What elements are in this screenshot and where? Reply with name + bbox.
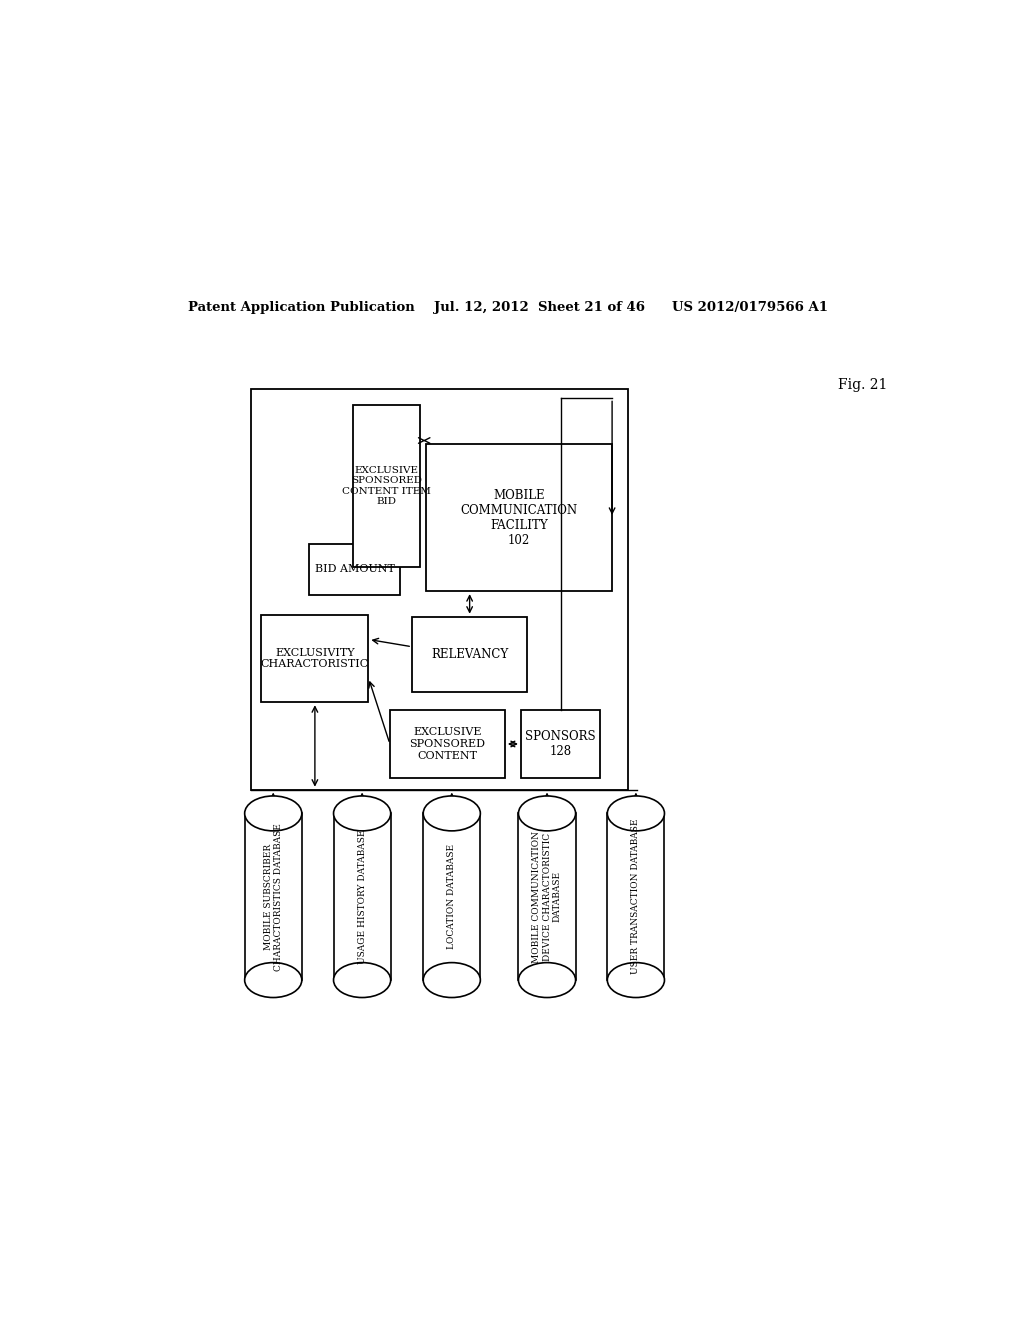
Text: Fig. 21: Fig. 21 [839,378,888,392]
Text: US 2012/0179566 A1: US 2012/0179566 A1 [672,301,827,314]
Text: EXCLUSIVE
SPONSORED
CONTENT ITEM
BID: EXCLUSIVE SPONSORED CONTENT ITEM BID [342,466,431,506]
Bar [426,445,612,591]
Text: Jul. 12, 2012  Sheet 21 of 46: Jul. 12, 2012 Sheet 21 of 46 [433,301,644,314]
Ellipse shape [245,962,302,998]
Bar [518,813,575,979]
Text: Patent Application Publication: Patent Application Publication [187,301,415,314]
Ellipse shape [607,796,665,830]
Ellipse shape [423,962,480,998]
Bar [245,813,302,979]
Bar [412,616,527,692]
Ellipse shape [518,962,575,998]
Bar [261,615,369,702]
Ellipse shape [334,796,391,830]
Bar [334,813,391,979]
Text: SPONSORS
128: SPONSORS 128 [525,730,596,758]
Text: MOBILE COMMUNICATION
DEVICE CHARACTORISTIC
DATABASE: MOBILE COMMUNICATION DEVICE CHARACTORIST… [532,830,562,962]
Bar [251,389,628,789]
Ellipse shape [334,962,391,998]
Text: USER TRANSACTION DATABASE: USER TRANSACTION DATABASE [632,818,640,974]
Bar [521,710,600,777]
Text: EXCLUSIVITY
CHARACTORISTIC: EXCLUSIVITY CHARACTORISTIC [261,648,369,669]
Text: LOCATION DATABASE: LOCATION DATABASE [447,845,457,949]
Bar [607,813,665,979]
Bar [390,710,505,777]
Text: USAGE HISTORY DATABASE: USAGE HISTORY DATABASE [357,829,367,964]
Ellipse shape [518,796,575,830]
Text: MOBILE SUBSCRIBER
CHARACTORISTICS DATABASE: MOBILE SUBSCRIBER CHARACTORISTICS DATABA… [263,822,283,970]
Text: EXCLUSIVE
SPONSORED
CONTENT: EXCLUSIVE SPONSORED CONTENT [410,727,485,760]
Text: BID AMOUNT: BID AMOUNT [314,565,394,574]
Text: MOBILE
COMMUNICATION
FACILITY
102: MOBILE COMMUNICATION FACILITY 102 [460,488,578,546]
Ellipse shape [423,796,480,830]
Bar [352,405,420,568]
Ellipse shape [245,796,302,830]
Text: RELEVANCY: RELEVANCY [431,648,508,661]
Ellipse shape [607,962,665,998]
Bar [309,544,400,595]
Bar [423,813,480,979]
